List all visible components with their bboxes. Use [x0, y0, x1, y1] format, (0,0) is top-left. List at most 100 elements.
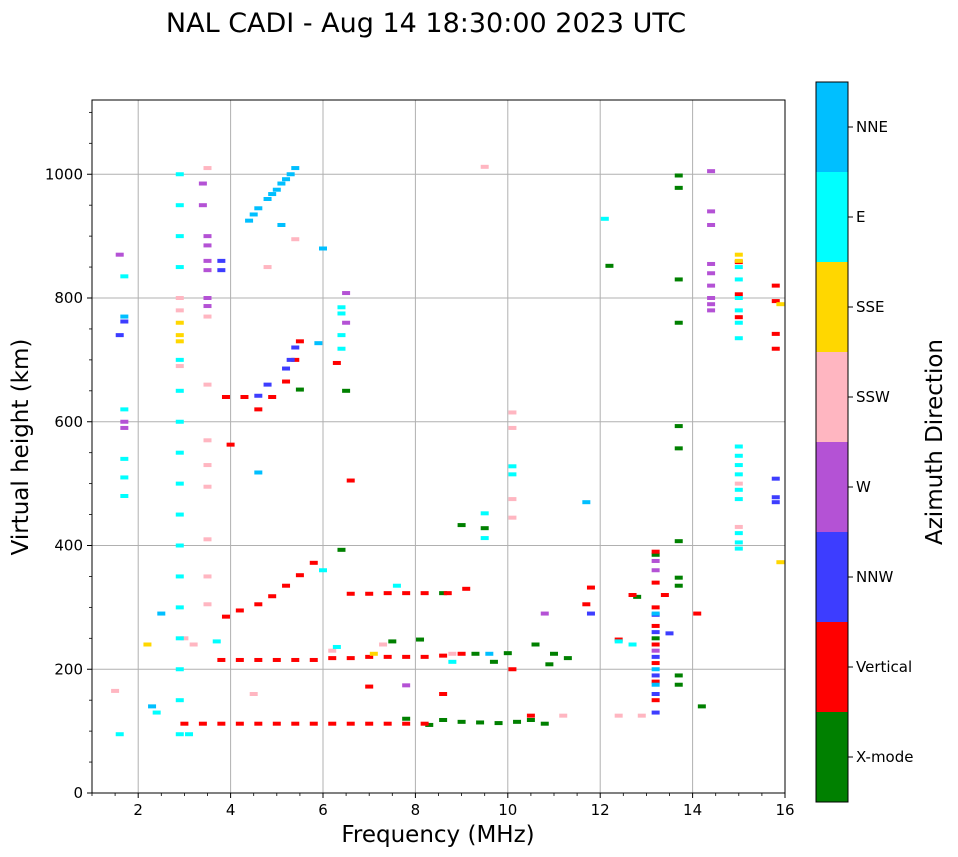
colorbar-label: SSW: [856, 388, 890, 406]
data-points: [111, 164, 785, 737]
data-point: [651, 552, 660, 557]
data-point: [508, 410, 517, 415]
data-point: [115, 732, 124, 737]
data-point: [660, 593, 669, 597]
data-point: [586, 585, 595, 590]
data-point: [111, 688, 120, 693]
data-point: [365, 654, 374, 659]
data-point: [175, 419, 184, 424]
data-point: [734, 315, 743, 320]
data-point: [272, 187, 281, 192]
data-point: [416, 637, 425, 642]
data-point: [203, 463, 212, 468]
data-point: [707, 261, 716, 266]
colorbar-segment: [816, 262, 848, 352]
data-point: [707, 302, 716, 307]
data-point: [480, 536, 489, 541]
x-tick-label: 10: [498, 801, 517, 819]
data-point: [175, 265, 184, 270]
data-point: [693, 611, 702, 616]
data-point: [342, 291, 351, 296]
data-point: [175, 732, 184, 737]
data-point: [628, 642, 637, 647]
data-point: [203, 296, 212, 300]
data-point: [707, 222, 716, 227]
colorbar-frame: [815, 81, 849, 803]
data-point: [309, 721, 318, 726]
data-point: [674, 446, 683, 451]
data-point: [489, 659, 498, 664]
data-point: [120, 319, 129, 324]
data-point: [277, 181, 286, 186]
data-point: [120, 494, 129, 498]
colorbar-segment: [816, 172, 848, 262]
data-point: [346, 478, 355, 483]
data-point: [120, 314, 129, 319]
data-point: [651, 661, 660, 666]
data-point: [282, 583, 291, 588]
data-point: [526, 717, 535, 722]
data-point: [365, 591, 374, 596]
data-point: [277, 222, 286, 227]
data-point: [674, 682, 683, 687]
data-point: [332, 644, 341, 649]
data-point: [457, 523, 466, 528]
data-point: [559, 713, 568, 718]
data-point: [425, 722, 434, 727]
data-point: [337, 346, 346, 351]
data-point: [148, 704, 157, 709]
data-point: [175, 172, 184, 177]
data-point: [175, 543, 184, 548]
data-point: [674, 575, 683, 580]
data-point: [314, 341, 323, 346]
data-point: [175, 320, 184, 325]
data-point: [203, 234, 212, 239]
x-tick-label: 2: [133, 801, 143, 819]
data-point: [346, 656, 355, 661]
data-point: [734, 481, 743, 486]
data-point: [734, 487, 743, 492]
colorbar-label: NNW: [856, 568, 893, 586]
data-point: [439, 653, 448, 658]
data-point: [175, 203, 184, 208]
data-point: [365, 684, 374, 689]
data-point: [309, 657, 318, 662]
data-point: [734, 265, 743, 270]
data-point: [508, 472, 517, 477]
data-point: [198, 721, 207, 726]
data-point: [263, 197, 272, 201]
data-point: [734, 336, 743, 341]
data-point: [337, 333, 346, 338]
data-point: [439, 692, 448, 696]
data-point: [586, 611, 595, 616]
series-x-mode: [295, 173, 706, 727]
data-point: [674, 173, 683, 178]
x-tick-label: 6: [318, 801, 328, 819]
colorbar-segment: [816, 82, 848, 172]
data-point: [734, 497, 743, 502]
data-point: [203, 438, 212, 443]
data-point: [651, 630, 660, 635]
data-point: [402, 683, 411, 688]
data-point: [651, 642, 660, 647]
data-point: [771, 283, 780, 288]
data-point: [508, 515, 517, 520]
data-point: [503, 651, 512, 656]
data-point: [674, 424, 683, 429]
data-point: [291, 657, 300, 662]
data-point: [734, 296, 743, 300]
data-point: [175, 605, 184, 610]
colorbar-segment: [816, 532, 848, 622]
data-point: [226, 442, 235, 447]
data-point: [448, 651, 457, 656]
data-point: [674, 185, 683, 190]
data-point: [734, 308, 743, 313]
data-point: [651, 605, 660, 610]
plot-background: [92, 100, 785, 793]
data-point: [342, 320, 351, 325]
data-point: [471, 651, 480, 656]
data-point: [365, 721, 374, 726]
data-point: [254, 602, 263, 607]
data-point: [651, 549, 660, 554]
data-point: [235, 657, 244, 662]
